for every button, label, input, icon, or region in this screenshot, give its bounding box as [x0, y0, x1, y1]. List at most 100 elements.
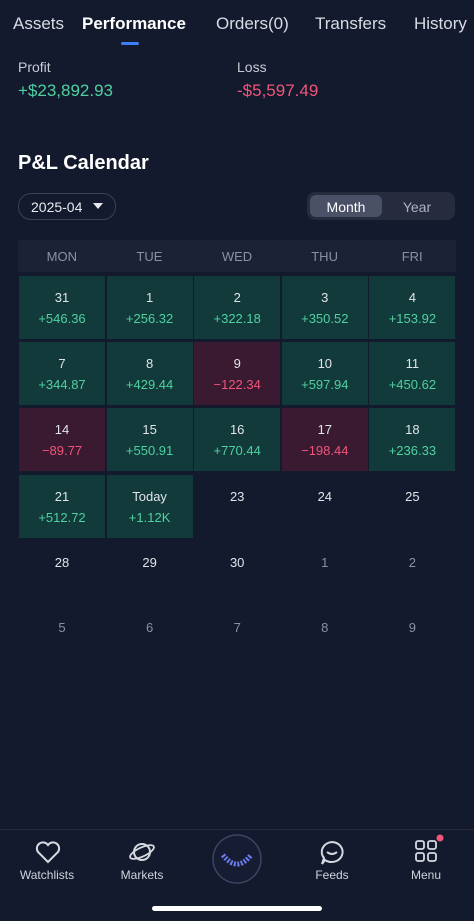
calendar-day[interactable]: 7 +344.87 — [19, 342, 105, 405]
day-number: 30 — [229, 555, 245, 570]
watchlists-icon[interactable] — [35, 840, 61, 864]
day-pnl: +450.62 — [388, 377, 437, 392]
day-number: 1 — [145, 290, 154, 305]
calendar-day[interactable]: 16 +770.44 — [194, 408, 281, 471]
calendar-day[interactable]: 28 — [19, 541, 105, 604]
day-pnl: +344.87 — [38, 377, 86, 392]
calendar-day[interactable]: 17 −198.44 — [281, 408, 368, 471]
day-number: 15 — [142, 422, 157, 437]
calendar-day[interactable]: 10 +597.94 — [281, 342, 368, 405]
day-pnl: −122.34 — [213, 377, 261, 392]
nav-label[interactable]: Markets — [120, 868, 164, 882]
view-toggle: Month Year — [307, 192, 455, 220]
weekday-label: THU — [311, 249, 338, 264]
day-number: 25 — [405, 489, 420, 504]
period-text: 2025-04 — [31, 199, 83, 215]
day-pnl: +256.32 — [125, 311, 174, 326]
calendar-day[interactable]: 2 — [369, 541, 455, 604]
day-pnl: +322.18 — [213, 311, 261, 326]
calendar-day[interactable]: 14 −89.77 — [19, 408, 105, 471]
day-pnl: +153.92 — [388, 311, 437, 326]
day-number: 17 — [317, 422, 333, 437]
day-pnl: +350.52 — [301, 311, 349, 326]
calendar-day[interactable]: 15 +550.91 — [106, 408, 193, 471]
calendar-day[interactable]: 25 — [369, 475, 455, 538]
day-number: 31 — [54, 290, 70, 305]
nav-label[interactable]: Watchlists — [19, 868, 75, 882]
profit-value: +$23,892.93 — [18, 81, 114, 100]
weekday-label: FRI — [401, 249, 423, 264]
tab[interactable]: Transfers — [315, 14, 387, 33]
calendar-day[interactable]: Today +1.12K — [106, 475, 193, 538]
calendar-day[interactable]: 4 +153.92 — [369, 276, 456, 339]
dropdown-caret — [93, 203, 103, 209]
calendar-day[interactable]: 11 +450.62 — [369, 342, 456, 405]
feeds-icon[interactable] — [319, 840, 345, 866]
calendar-day[interactable]: 24 — [282, 475, 368, 538]
calendar-day[interactable]: 9 — [369, 606, 455, 669]
day-number: 7 — [58, 356, 66, 371]
tab[interactable]: Performance — [82, 14, 186, 33]
nav-divider — [0, 829, 474, 830]
day-number: 21 — [54, 489, 70, 504]
calendar-day[interactable]: 7 — [194, 606, 280, 669]
center-button[interactable] — [211, 833, 263, 885]
day-number: 2 — [233, 290, 241, 305]
calendar-day[interactable]: 31 +546.36 — [19, 276, 105, 339]
calendar-day[interactable]: 2 +322.18 — [194, 276, 281, 339]
day-number: 24 — [317, 489, 333, 504]
profit-label: Profit — [18, 59, 51, 75]
day-number: 5 — [58, 620, 66, 635]
tab[interactable]: History — [414, 14, 467, 33]
day-pnl: +550.91 — [125, 443, 174, 458]
calendar-day[interactable]: 3 +350.52 — [281, 276, 368, 339]
tab[interactable]: Assets — [13, 14, 65, 33]
day-pnl: +597.94 — [301, 377, 349, 392]
day-number: 11 — [405, 356, 420, 371]
day-number: Today — [132, 489, 167, 504]
period-dropdown[interactable]: 2025-04 — [18, 193, 116, 220]
calendar-day[interactable]: 23 — [194, 475, 280, 538]
calendar-title: P&L Calendar — [18, 152, 149, 174]
day-number: 9 — [233, 356, 241, 371]
calendar-day[interactable]: 5 — [19, 606, 105, 669]
markets-icon[interactable] — [128, 838, 156, 866]
calendar-day[interactable]: 18 +236.33 — [369, 408, 456, 471]
loss-value: -$5,597.49 — [237, 81, 319, 100]
nav-label[interactable]: Feeds — [315, 868, 349, 882]
calendar-day[interactable]: 9 −122.34 — [194, 342, 281, 405]
day-pnl: +512.72 — [38, 510, 86, 525]
day-number: 7 — [233, 620, 241, 635]
toggle-month[interactable]: Month — [326, 199, 366, 215]
day-number: 8 — [145, 356, 154, 371]
weekday-label: WED — [221, 249, 253, 264]
day-number: 18 — [405, 422, 420, 437]
day-number: 6 — [145, 620, 154, 635]
menu-icon[interactable] — [414, 834, 446, 864]
day-number: 14 — [54, 422, 70, 437]
home-indicator — [152, 906, 322, 911]
weekday-label: MON — [46, 249, 77, 264]
calendar-day[interactable]: 8 +429.44 — [106, 342, 193, 405]
day-number: 23 — [229, 489, 245, 504]
calendar-day[interactable]: 1 — [282, 541, 368, 604]
day-pnl: +236.33 — [388, 443, 437, 458]
calendar-day[interactable]: 8 — [282, 606, 368, 669]
day-pnl: +546.36 — [38, 311, 86, 326]
toggle-year[interactable]: Year — [402, 199, 432, 215]
day-number: 2 — [408, 555, 416, 570]
calendar-day[interactable]: 1 +256.32 — [106, 276, 193, 339]
day-number: 9 — [408, 620, 416, 635]
calendar-day[interactable]: 6 — [107, 606, 193, 669]
active-tab-indicator — [121, 42, 139, 45]
day-pnl: +429.44 — [125, 377, 174, 392]
day-number: 3 — [321, 290, 329, 305]
calendar-day[interactable]: 21 +512.72 — [19, 475, 105, 538]
calendar-day[interactable]: 29 — [107, 541, 193, 604]
tab[interactable]: Orders(0) — [216, 14, 289, 33]
day-number: 29 — [142, 555, 157, 570]
calendar-day[interactable]: 30 — [194, 541, 280, 604]
day-pnl: −198.44 — [301, 443, 349, 458]
nav-label[interactable]: Menu — [410, 868, 442, 882]
